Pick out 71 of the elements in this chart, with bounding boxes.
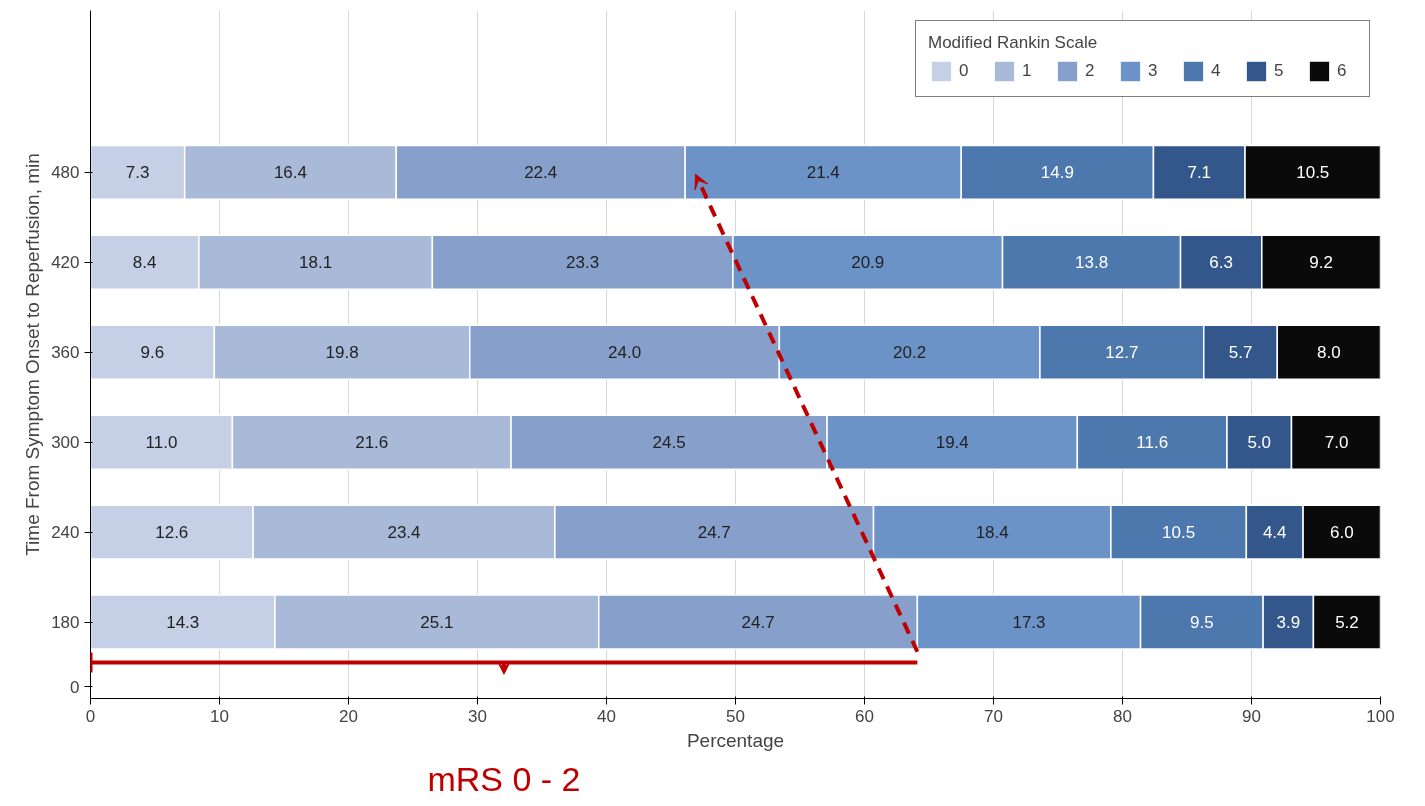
y-tick-label: 180 xyxy=(51,613,80,633)
text: 5.7 xyxy=(1228,343,1253,363)
text: 24.7 xyxy=(741,613,775,633)
text: 9.5 xyxy=(1190,613,1214,633)
text: 7.0 xyxy=(1324,433,1349,453)
text: 24.0 xyxy=(608,343,642,363)
x-tick-label: 100 xyxy=(1366,706,1395,726)
text: 23.3 xyxy=(566,253,600,273)
text: 14.9 xyxy=(1040,163,1074,183)
text: 5.2 xyxy=(1335,613,1359,633)
x-tick-label: 30 xyxy=(468,706,487,726)
text: 7.3 xyxy=(125,163,150,183)
text: 20.9 xyxy=(851,253,885,273)
text: 21.4 xyxy=(806,163,840,183)
text: 6.3 xyxy=(1209,253,1234,273)
x-tick-label: 90 xyxy=(1242,706,1261,726)
x-tick-label: 70 xyxy=(984,706,1003,726)
text: 10.5 xyxy=(1296,163,1330,183)
text: 16.4 xyxy=(273,163,307,183)
y-axis-title: Time From Symptom Onset to Reperfusion, min xyxy=(22,153,44,556)
y-tick-label: 240 xyxy=(51,523,80,543)
text: 12.7 xyxy=(1105,343,1139,363)
y-tick-label: 360 xyxy=(51,343,80,363)
x-tick-label: 0 xyxy=(85,706,96,726)
x-tick-label: 80 xyxy=(1113,706,1132,726)
text: 21.6 xyxy=(355,433,389,453)
legend-title: Modified Rankin Scale xyxy=(928,33,1099,53)
text: 10.5 xyxy=(1162,523,1196,543)
legend-label: 6 xyxy=(1337,61,1348,81)
text: 12.6 xyxy=(155,523,189,543)
legend-label: 5 xyxy=(1274,61,1285,81)
text: 4.4 xyxy=(1262,523,1287,543)
text: 14.3 xyxy=(166,613,200,633)
x-tick-label: 50 xyxy=(726,706,745,726)
text: 23.4 xyxy=(387,523,421,543)
text: 22.4 xyxy=(524,163,558,183)
x-tick-label: 10 xyxy=(210,706,229,726)
legend-label: 2 xyxy=(1085,61,1096,81)
y-tick-label: 300 xyxy=(51,433,80,453)
text: 17.3 xyxy=(1012,613,1046,633)
text: 11.0 xyxy=(145,433,178,453)
x-axis-title: Percentage xyxy=(686,729,785,751)
text: 6.0 xyxy=(1329,523,1354,543)
text: 0 xyxy=(70,677,80,697)
x-tick-label: 20 xyxy=(339,706,358,726)
text: 19.4 xyxy=(935,433,969,453)
text: 20.2 xyxy=(893,343,927,363)
text: 25.1 xyxy=(420,613,454,633)
y-tick-label: 480 xyxy=(51,163,80,183)
text: 8.4 xyxy=(132,253,157,273)
y-tick-label: 420 xyxy=(51,253,80,273)
text: 24.7 xyxy=(697,523,731,543)
text: 13.8 xyxy=(1075,253,1109,273)
text: 9.6 xyxy=(140,343,165,363)
text: 11.6 xyxy=(1136,433,1169,453)
text: 18.4 xyxy=(975,523,1009,543)
text: 7.1 xyxy=(1187,163,1212,183)
legend-label: 1 xyxy=(1022,61,1033,81)
text: 19.8 xyxy=(325,343,359,363)
text: 5.0 xyxy=(1247,433,1272,453)
legend-label: 0 xyxy=(959,61,970,81)
x-tick-label: 40 xyxy=(597,706,616,726)
text: mRS 0 - 2 xyxy=(427,759,581,798)
text: 24.5 xyxy=(652,433,686,453)
text: 3.9 xyxy=(1276,613,1301,633)
x-tick-label: 60 xyxy=(855,706,874,726)
legend-label: 4 xyxy=(1211,61,1222,81)
text: 18.1 xyxy=(299,253,333,273)
text: 9.2 xyxy=(1309,253,1333,273)
text: 8.0 xyxy=(1317,343,1341,363)
legend-label: 3 xyxy=(1148,61,1159,81)
